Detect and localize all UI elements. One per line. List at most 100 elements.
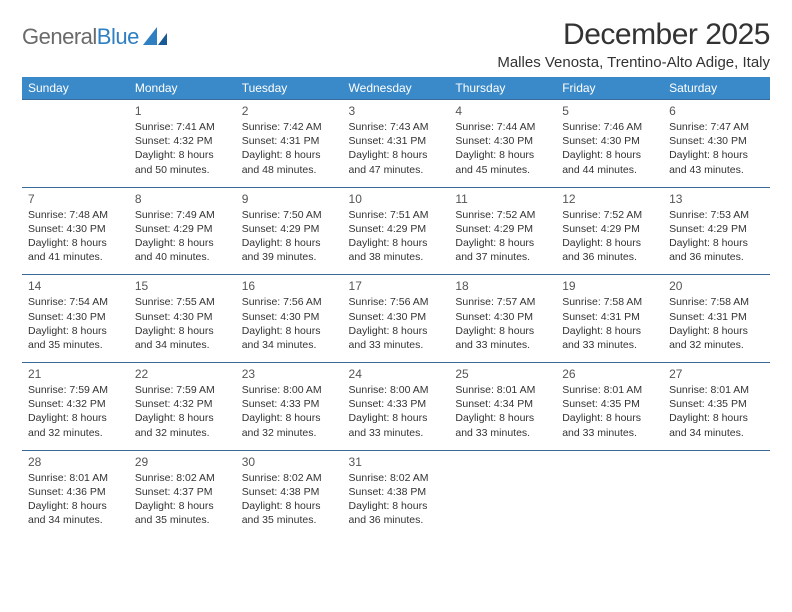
- calendar-body: 1Sunrise: 7:41 AMSunset: 4:32 PMDaylight…: [22, 100, 770, 538]
- day-info: Sunrise: 7:49 AMSunset: 4:29 PMDaylight:…: [135, 208, 230, 265]
- calendar-day-cell: 23Sunrise: 8:00 AMSunset: 4:33 PMDayligh…: [236, 363, 343, 451]
- day-info-line: Sunset: 4:30 PM: [455, 134, 550, 148]
- brand-text: GeneralBlue: [22, 24, 139, 50]
- day-info-line: Daylight: 8 hours: [28, 411, 123, 425]
- day-number: 24: [349, 367, 444, 381]
- calendar-day-cell: 11Sunrise: 7:52 AMSunset: 4:29 PMDayligh…: [449, 187, 556, 275]
- calendar-day-cell: 25 Sunrise: 8:01 AMSunset: 4:34 PMDayligh…: [449, 363, 556, 451]
- day-info: Sunrise: 7:57 AMSunset: 4:30 PMDaylight:…: [455, 295, 550, 352]
- day-info-line: Sunset: 4:31 PM: [669, 310, 764, 324]
- day-info-line: Daylight: 8 hours: [669, 324, 764, 338]
- calendar-week-row: 7Sunrise: 7:48 AMSunset: 4:30 PMDaylight…: [22, 187, 770, 275]
- calendar-day-cell: 5Sunrise: 7:46 AMSunset: 4:30 PMDaylight…: [556, 100, 663, 188]
- day-info-line: and 38 minutes.: [349, 250, 444, 264]
- day-info: Sunrise: 7:58 AMSunset: 4:31 PMDaylight:…: [669, 295, 764, 352]
- day-info-line: Sunset: 4:32 PM: [135, 134, 230, 148]
- calendar-day-cell: 22Sunrise: 7:59 AMSunset: 4:32 PMDayligh…: [129, 363, 236, 451]
- day-info-line: and 44 minutes.: [562, 163, 657, 177]
- day-info-line: and 47 minutes.: [349, 163, 444, 177]
- day-info-line: Sunrise: 7:53 AM: [669, 208, 764, 222]
- day-info-line: Daylight: 8 hours: [28, 499, 123, 513]
- day-info: Sunrise: 7:43 AMSunset: 4:31 PMDaylight:…: [349, 120, 444, 177]
- day-info-line: and 34 minutes.: [669, 426, 764, 440]
- day-info: Sunrise: 7:58 AMSunset: 4:31 PMDaylight:…: [562, 295, 657, 352]
- day-info-line: and 32 minutes.: [242, 426, 337, 440]
- day-info-line: Daylight: 8 hours: [349, 499, 444, 513]
- calendar-table: SundayMondayTuesdayWednesdayThursdayFrid…: [22, 77, 770, 537]
- day-info-line: Sunrise: 8:02 AM: [135, 471, 230, 485]
- day-info: Sunrise: 7:59 AMSunset: 4:32 PMDaylight:…: [28, 383, 123, 440]
- day-info: Sunrise: 8:01 AMSunset: 4:36 PMDaylight:…: [28, 471, 123, 528]
- day-info-line: Sunset: 4:35 PM: [562, 397, 657, 411]
- calendar-day-cell: 2 Sunrise: 7:42 AMSunset: 4:31 PMDaylight…: [236, 100, 343, 188]
- day-info-line: Sunrise: 7:48 AM: [28, 208, 123, 222]
- day-info-line: and 40 minutes.: [135, 250, 230, 264]
- day-info-line: and 45 minutes.: [455, 163, 550, 177]
- day-info-line: Daylight: 8 hours: [242, 411, 337, 425]
- day-info-line: and 35 minutes.: [135, 513, 230, 527]
- day-info: Sunrise: 8:01 AMSunset: 4:34 PMDaylight:…: [455, 383, 550, 440]
- calendar-empty-cell: [449, 450, 556, 537]
- day-info-line: and 37 minutes.: [455, 250, 550, 264]
- calendar-empty-cell: [22, 100, 129, 188]
- calendar-day-cell: 9 Sunrise: 7:50 AMSunset: 4:29 PMDaylight…: [236, 187, 343, 275]
- day-info-line: Sunset: 4:30 PM: [669, 134, 764, 148]
- day-info-line: Daylight: 8 hours: [242, 499, 337, 513]
- day-info-line: Sunset: 4:35 PM: [669, 397, 764, 411]
- day-info-line: Sunset: 4:32 PM: [135, 397, 230, 411]
- day-info: Sunrise: 7:50 AMSunset: 4:29 PMDaylight:…: [242, 208, 337, 265]
- calendar-day-cell: 29 Sunrise: 8:02 AMSunset: 4:37 PMDayligh…: [129, 450, 236, 537]
- day-info-line: Daylight: 8 hours: [455, 148, 550, 162]
- calendar-header-row: SundayMondayTuesdayWednesdayThursdayFrid…: [22, 77, 770, 100]
- day-number: 9: [242, 192, 337, 206]
- day-info-line: Sunrise: 7:58 AM: [562, 295, 657, 309]
- day-info-line: and 33 minutes.: [455, 426, 550, 440]
- day-info-line: Daylight: 8 hours: [242, 236, 337, 250]
- day-info: Sunrise: 7:42 AMSunset: 4:31 PMDaylight:…: [242, 120, 337, 177]
- day-info-line: Sunset: 4:32 PM: [28, 397, 123, 411]
- calendar-day-cell: 16Sunrise: 7:56 AMSunset: 4:30 PMDayligh…: [236, 275, 343, 363]
- day-number: 18: [455, 279, 550, 293]
- calendar-day-cell: 12Sunrise: 7:52 AMSunset: 4:29 PMDayligh…: [556, 187, 663, 275]
- weekday-header: Thursday: [449, 77, 556, 100]
- calendar-day-cell: 8Sunrise: 7:49 AMSunset: 4:29 PMDaylight…: [129, 187, 236, 275]
- day-info-line: Sunrise: 8:01 AM: [28, 471, 123, 485]
- header: GeneralBlue December 2025 Malles Venosta…: [22, 18, 770, 71]
- day-number: 2: [242, 104, 337, 118]
- calendar-day-cell: 13Sunrise: 7:53 AMSunset: 4:29 PMDayligh…: [663, 187, 770, 275]
- day-info-line: Sunrise: 7:43 AM: [349, 120, 444, 134]
- day-info-line: and 33 minutes.: [349, 426, 444, 440]
- day-info: Sunrise: 7:48 AMSunset: 4:30 PMDaylight:…: [28, 208, 123, 265]
- calendar-day-cell: 28Sunrise: 8:01 AMSunset: 4:36 PMDayligh…: [22, 450, 129, 537]
- weekday-header: Friday: [556, 77, 663, 100]
- day-info-line: Daylight: 8 hours: [455, 411, 550, 425]
- day-info-line: and 32 minutes.: [28, 426, 123, 440]
- calendar-day-cell: 30Sunrise: 8:02 AMSunset: 4:38 PMDayligh…: [236, 450, 343, 537]
- calendar-week-row: 14Sunrise: 7:54 AMSunset: 4:30 PMDayligh…: [22, 275, 770, 363]
- day-number: 20: [669, 279, 764, 293]
- day-info-line: and 33 minutes.: [455, 338, 550, 352]
- day-info-line: Sunrise: 7:57 AM: [455, 295, 550, 309]
- day-info: Sunrise: 8:02 AMSunset: 4:37 PMDaylight:…: [135, 471, 230, 528]
- day-info-line: Sunrise: 7:46 AM: [562, 120, 657, 134]
- brand-part1: General: [22, 24, 97, 49]
- day-number: 29: [135, 455, 230, 469]
- day-info: Sunrise: 7:55 AMSunset: 4:30 PMDaylight:…: [135, 295, 230, 352]
- day-info: Sunrise: 8:01 AMSunset: 4:35 PMDaylight:…: [669, 383, 764, 440]
- day-info: Sunrise: 8:00 AMSunset: 4:33 PMDaylight:…: [242, 383, 337, 440]
- day-info-line: and 50 minutes.: [135, 163, 230, 177]
- day-info: Sunrise: 7:53 AMSunset: 4:29 PMDaylight:…: [669, 208, 764, 265]
- day-info-line: and 32 minutes.: [669, 338, 764, 352]
- day-number: 26: [562, 367, 657, 381]
- day-number: 10: [349, 192, 444, 206]
- calendar-day-cell: 15Sunrise: 7:55 AMSunset: 4:30 PMDayligh…: [129, 275, 236, 363]
- day-number: 25: [455, 367, 550, 381]
- day-info-line: Sunset: 4:29 PM: [349, 222, 444, 236]
- calendar-day-cell: 18 Sunrise: 7:57 AMSunset: 4:30 PMDayligh…: [449, 275, 556, 363]
- day-info: Sunrise: 7:54 AMSunset: 4:30 PMDaylight:…: [28, 295, 123, 352]
- weekday-header: Wednesday: [343, 77, 450, 100]
- calendar-week-row: 28Sunrise: 8:01 AMSunset: 4:36 PMDayligh…: [22, 450, 770, 537]
- day-info-line: and 36 minutes.: [562, 250, 657, 264]
- day-number: 11: [455, 192, 550, 206]
- calendar-day-cell: 21Sunrise: 7:59 AMSunset: 4:32 PMDayligh…: [22, 363, 129, 451]
